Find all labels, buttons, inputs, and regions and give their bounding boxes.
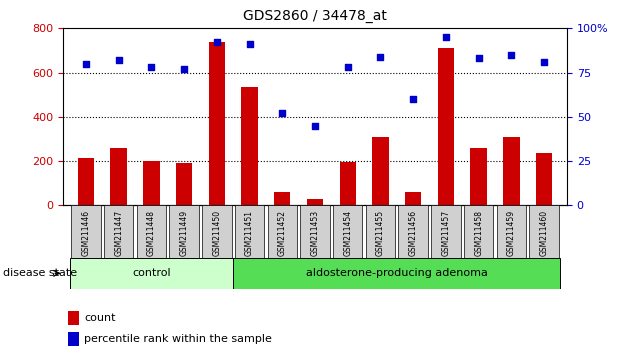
Text: GSM211453: GSM211453 <box>311 210 319 256</box>
Bar <box>307 199 323 205</box>
Bar <box>438 48 454 205</box>
Point <box>507 52 517 58</box>
Bar <box>405 192 421 205</box>
Text: GSM211448: GSM211448 <box>147 210 156 256</box>
Text: GSM211455: GSM211455 <box>376 210 385 256</box>
FancyBboxPatch shape <box>71 205 101 258</box>
Point <box>343 64 353 70</box>
Point <box>113 57 123 63</box>
Point <box>81 61 91 67</box>
FancyBboxPatch shape <box>496 205 526 258</box>
Bar <box>68 312 79 325</box>
FancyBboxPatch shape <box>301 205 329 258</box>
Bar <box>176 163 192 205</box>
Text: GSM211450: GSM211450 <box>212 210 221 256</box>
FancyBboxPatch shape <box>431 205 461 258</box>
Text: GSM211458: GSM211458 <box>474 210 483 256</box>
Text: disease state: disease state <box>3 268 77 278</box>
Point <box>146 64 156 70</box>
Text: GSM211447: GSM211447 <box>114 210 123 256</box>
FancyBboxPatch shape <box>464 205 493 258</box>
Bar <box>471 148 487 205</box>
FancyBboxPatch shape <box>104 205 134 258</box>
Bar <box>503 137 520 205</box>
Text: GSM211449: GSM211449 <box>180 210 188 256</box>
Text: GDS2860 / 34478_at: GDS2860 / 34478_at <box>243 9 387 23</box>
Text: GSM211454: GSM211454 <box>343 210 352 256</box>
Point <box>310 123 320 129</box>
Text: GSM211446: GSM211446 <box>81 210 91 256</box>
Text: GSM211451: GSM211451 <box>245 210 254 256</box>
Point <box>375 54 386 59</box>
FancyBboxPatch shape <box>366 205 395 258</box>
FancyBboxPatch shape <box>398 205 428 258</box>
FancyBboxPatch shape <box>169 205 199 258</box>
Point <box>441 34 451 40</box>
Text: percentile rank within the sample: percentile rank within the sample <box>84 334 272 344</box>
FancyBboxPatch shape <box>235 205 264 258</box>
Text: GSM211460: GSM211460 <box>539 210 549 256</box>
Point <box>539 59 549 65</box>
FancyBboxPatch shape <box>268 205 297 258</box>
FancyBboxPatch shape <box>137 205 166 258</box>
FancyBboxPatch shape <box>233 258 561 289</box>
Bar <box>536 153 553 205</box>
Point <box>244 41 255 47</box>
Text: GSM211459: GSM211459 <box>507 210 516 256</box>
Bar <box>241 87 258 205</box>
Text: aldosterone-producing adenoma: aldosterone-producing adenoma <box>306 268 488 279</box>
Bar <box>68 332 79 346</box>
FancyBboxPatch shape <box>529 205 559 258</box>
Point <box>474 56 484 61</box>
Text: GSM211457: GSM211457 <box>442 210 450 256</box>
Point <box>212 40 222 45</box>
Bar <box>209 42 225 205</box>
Text: count: count <box>84 313 116 323</box>
Bar <box>110 148 127 205</box>
FancyBboxPatch shape <box>69 258 233 289</box>
Bar <box>274 192 290 205</box>
Bar <box>143 161 159 205</box>
Text: GSM211456: GSM211456 <box>409 210 418 256</box>
Bar <box>77 158 94 205</box>
FancyBboxPatch shape <box>202 205 232 258</box>
FancyBboxPatch shape <box>333 205 362 258</box>
Text: control: control <box>132 268 171 279</box>
Bar <box>372 137 389 205</box>
Point <box>277 110 287 116</box>
Text: GSM211452: GSM211452 <box>278 210 287 256</box>
Point <box>408 96 418 102</box>
Bar <box>340 162 356 205</box>
Point <box>179 66 189 72</box>
